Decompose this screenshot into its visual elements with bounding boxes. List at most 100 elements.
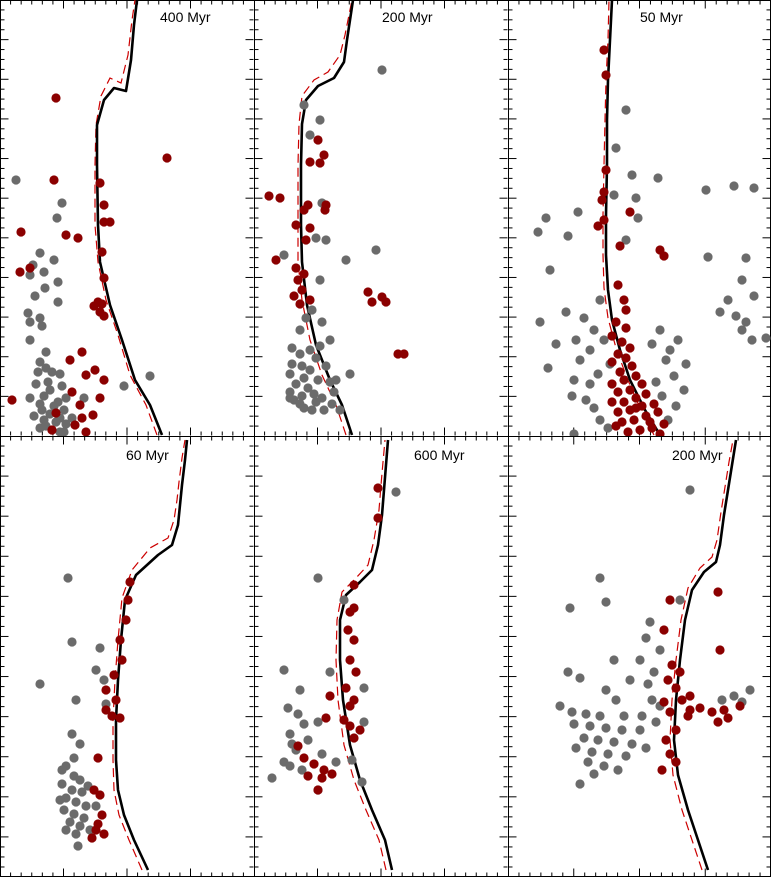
field-point bbox=[347, 755, 357, 765]
member-point bbox=[321, 713, 331, 723]
field-point bbox=[295, 349, 305, 359]
field-point bbox=[599, 761, 609, 771]
field-point bbox=[77, 787, 87, 797]
field-point bbox=[737, 325, 747, 335]
field-point bbox=[53, 297, 63, 307]
field-point bbox=[635, 725, 645, 735]
member-point bbox=[713, 587, 723, 597]
field-point bbox=[307, 305, 317, 315]
field-point bbox=[575, 779, 585, 789]
field-point bbox=[749, 183, 759, 193]
field-point bbox=[79, 393, 89, 403]
field-point bbox=[295, 325, 305, 335]
field-point bbox=[569, 375, 579, 385]
member-point bbox=[343, 625, 353, 635]
panel-ticks bbox=[254, 0, 508, 436]
member-point bbox=[95, 178, 105, 188]
member-point bbox=[367, 297, 377, 307]
member-point bbox=[49, 175, 59, 185]
field-points bbox=[555, 485, 755, 789]
field-point bbox=[593, 369, 603, 379]
field-point bbox=[651, 377, 661, 387]
field-point bbox=[95, 643, 105, 653]
isochrone-line bbox=[299, 0, 355, 436]
field-point bbox=[749, 291, 759, 301]
field-point bbox=[731, 311, 741, 321]
member-point bbox=[90, 365, 100, 375]
field-point bbox=[71, 797, 81, 807]
field-point bbox=[35, 679, 45, 689]
field-point bbox=[57, 198, 67, 208]
field-point bbox=[61, 393, 71, 403]
field-point bbox=[589, 325, 599, 335]
member-point bbox=[675, 667, 685, 677]
member-point bbox=[613, 407, 623, 417]
field-point bbox=[587, 747, 597, 757]
member-point bbox=[715, 645, 725, 655]
field-point bbox=[647, 339, 657, 349]
field-point bbox=[703, 252, 713, 262]
member-point bbox=[373, 483, 383, 493]
field-points bbox=[279, 65, 387, 415]
field-point bbox=[285, 393, 295, 403]
field-point bbox=[49, 255, 59, 265]
member-point bbox=[601, 165, 611, 175]
member-point bbox=[683, 711, 693, 721]
field-point bbox=[52, 213, 62, 223]
panel-ticks bbox=[0, 0, 254, 436]
field-point bbox=[589, 769, 599, 779]
member-point bbox=[635, 425, 645, 435]
member-point bbox=[97, 299, 107, 309]
member-point bbox=[111, 695, 121, 705]
field-point bbox=[665, 345, 675, 355]
panel-ticks bbox=[508, 436, 771, 877]
member-point bbox=[297, 285, 307, 295]
field-point bbox=[145, 371, 155, 381]
field-point bbox=[339, 595, 349, 605]
member-point bbox=[659, 419, 669, 429]
member-point bbox=[291, 220, 301, 230]
panel-ticks bbox=[0, 436, 254, 877]
field-point bbox=[747, 335, 757, 345]
field-point bbox=[53, 277, 63, 287]
field-point bbox=[51, 417, 61, 427]
member-point bbox=[641, 389, 651, 399]
field-point bbox=[297, 361, 307, 371]
member-point bbox=[89, 301, 99, 311]
member-point bbox=[615, 367, 625, 377]
field-point bbox=[671, 401, 681, 411]
member-point bbox=[613, 387, 623, 397]
field-point bbox=[279, 250, 289, 260]
field-points bbox=[11, 175, 155, 437]
isochrone-alt-line bbox=[94, 0, 158, 436]
field-point bbox=[331, 757, 341, 767]
field-point bbox=[655, 325, 665, 335]
member-points bbox=[87, 577, 135, 843]
member-point bbox=[363, 287, 373, 297]
member-point bbox=[16, 227, 26, 237]
member-point bbox=[105, 217, 115, 227]
member-point bbox=[87, 833, 97, 843]
field-point bbox=[55, 369, 65, 379]
member-point bbox=[671, 683, 681, 693]
field-point bbox=[283, 703, 293, 713]
field-point bbox=[589, 403, 599, 413]
member-point bbox=[25, 263, 35, 273]
member-point bbox=[645, 417, 655, 427]
member-point bbox=[51, 408, 61, 418]
field-point bbox=[535, 317, 545, 327]
panel-ticks bbox=[254, 436, 508, 877]
field-point bbox=[761, 333, 771, 343]
field-point bbox=[685, 485, 695, 495]
member-point bbox=[317, 773, 327, 783]
panel-age-label: 600 Myr bbox=[414, 447, 465, 463]
field-point bbox=[661, 355, 671, 365]
field-point bbox=[287, 343, 297, 353]
field-point bbox=[621, 751, 631, 761]
member-point bbox=[117, 655, 127, 665]
member-point bbox=[61, 230, 71, 240]
member-point bbox=[607, 379, 617, 389]
field-point bbox=[71, 829, 81, 839]
field-point bbox=[575, 355, 585, 365]
member-point bbox=[631, 371, 641, 381]
